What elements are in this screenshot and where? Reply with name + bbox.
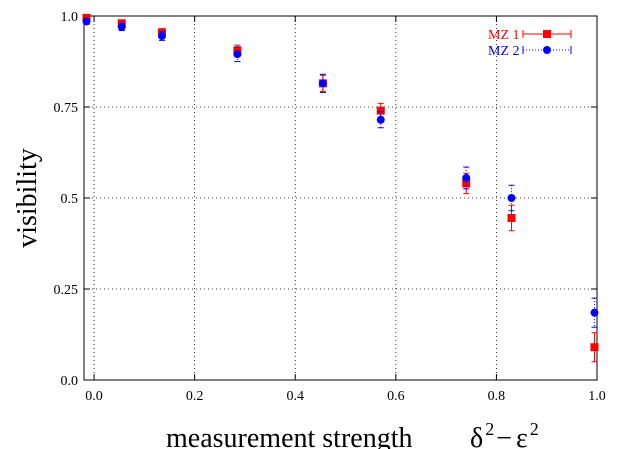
y-tick-label: 0.25: [54, 283, 79, 298]
x-tick-label: 0.4: [286, 389, 304, 404]
x-tick-label: 0.2: [186, 389, 204, 404]
series-2: [82, 17, 599, 328]
series-1: [82, 13, 599, 363]
grid: [84, 15, 598, 381]
tick-labels: 0.0 0.2 0.4 0.6 0.8 1.0 0.0 0.25 0.5 0.75 1.0: [54, 10, 606, 404]
data-point-square: [376, 106, 385, 115]
legend: MZ 1MZ 2: [488, 28, 572, 59]
x-tick-label: 0.0: [85, 389, 103, 404]
y-tick-label: 0.5: [61, 192, 79, 207]
data-point-square: [462, 179, 471, 188]
legend-label-2: MZ 2: [488, 44, 520, 59]
minus-sign: −: [496, 423, 512, 449]
data-point-circle: [462, 173, 471, 182]
series-layer: [82, 13, 599, 363]
y-tick-label: 0.0: [61, 374, 79, 389]
epsilon-exponent: 2: [530, 419, 539, 439]
legend-marker-circle: [543, 46, 551, 54]
axis-ticks: [84, 15, 598, 381]
data-point-circle: [233, 50, 242, 59]
x-tick-label: 0.8: [488, 389, 506, 404]
data-point-square: [590, 343, 599, 352]
x-tick-label: 0.6: [387, 389, 405, 404]
data-point-circle: [318, 79, 327, 88]
epsilon-symbol: ε: [516, 423, 528, 449]
x-axis-title: measurement strength: [166, 423, 412, 449]
y-axis-title: visibility: [12, 148, 43, 248]
y-tick-label: 1.0: [61, 10, 79, 25]
data-point-circle: [82, 17, 91, 26]
y-tick-label: 0.75: [54, 101, 79, 116]
delta-symbol: δ: [470, 423, 483, 449]
data-point-circle: [590, 308, 599, 317]
legend-marker-square: [543, 30, 551, 38]
x-axis-math-label: δ 2− ε 2: [470, 419, 539, 449]
delta-exponent: 2: [485, 419, 494, 439]
data-point-square: [507, 214, 516, 223]
data-point-circle: [157, 32, 166, 41]
data-point-circle: [507, 194, 516, 202]
legend-label-1: MZ 1: [488, 28, 520, 43]
data-point-circle: [376, 115, 385, 124]
x-tick-label: 1.0: [588, 389, 606, 404]
data-point-circle: [117, 22, 126, 31]
